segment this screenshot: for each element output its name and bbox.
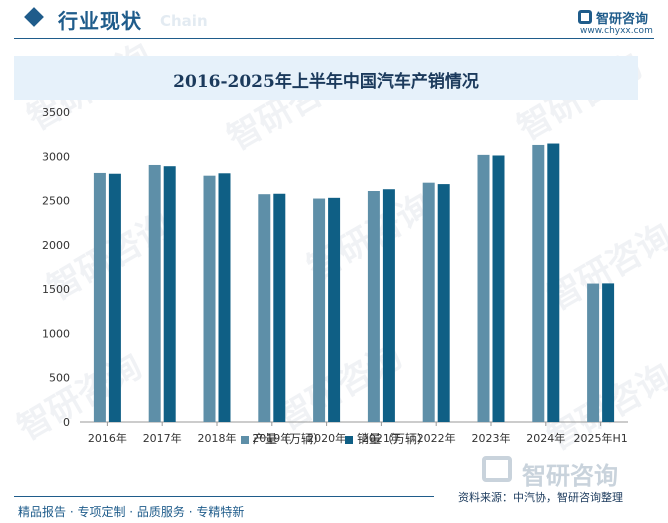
brand-logo: 智研咨询 www.chyxx.com [578,8,662,38]
y-tick-label: 3500 [42,106,70,119]
x-tick-label: 2019年 [252,431,291,445]
bar-production [367,191,380,422]
data-source: 资料来源：中汽协，智研咨询整理 [458,491,623,504]
chart-title: 2016-2025年上半年中国汽车产销情况 [173,72,479,92]
y-tick-label: 2000 [42,239,70,252]
y-tick-label: 1500 [42,283,70,296]
bar-sales [602,283,615,422]
bar-sales [218,173,231,422]
footer-brand: 智研咨询 [522,462,618,490]
y-tick-label: 2500 [42,195,70,208]
bar-production [203,175,216,422]
brand-logo-icon [578,10,592,24]
brand-url: www.chyxx.com [580,26,653,36]
bar-sales [547,143,560,422]
x-tick-label: 2024年 [526,431,565,445]
x-tick-label: 2020年 [307,431,346,445]
x-tick-label: 2017年 [143,431,182,445]
y-tick-label: 3000 [42,150,70,163]
section-title-en: Chain [160,12,208,30]
x-tick-label: 2025年H1 [573,431,627,445]
footer-rule [14,496,434,497]
legend-item: 销量（万辆） [345,430,429,447]
bar-production [93,172,106,422]
legend-label: 销量（万辆） [357,432,430,446]
y-tick-label: 500 [49,372,70,385]
footer-logo-icon [482,456,512,482]
bar-sales [437,184,450,422]
bar-production [313,198,326,422]
legend-label: 产量（万辆） [253,432,326,446]
legend-swatch [241,435,249,444]
brand-name: 智研咨询 [596,12,649,27]
legend-item: 产量（万辆） [241,430,325,447]
chart-title-bar: 2016-2025年上半年中国汽车产销情况 [14,56,638,100]
legend-swatch [345,435,353,444]
x-tick-label: 2016年 [88,431,127,445]
chart-legend: 产量（万辆） 销量（万辆） [0,430,668,446]
bar-sales [163,166,176,422]
bar-sales [382,189,395,422]
bar-sales [108,173,121,422]
bar-production [148,164,161,423]
x-tick-label: 2023年 [472,431,511,445]
x-tick-label: 2021年 [362,431,401,445]
x-tick-label: 2018年 [198,431,237,445]
bar-sales [492,155,505,422]
header-rule [14,38,654,39]
bar-sales [328,197,341,422]
bar-production [477,154,490,422]
bar-production [532,144,545,422]
bar-production [258,194,271,422]
bar-production [422,182,435,422]
section-title: 行业现状 [58,9,142,33]
bar-production [587,283,600,422]
bar-sales [273,193,286,422]
y-tick-label: 1000 [42,327,70,340]
header: 行业现状 Chain 智研咨询 www.chyxx.com [0,0,668,40]
y-tick-label: 0 [63,416,70,429]
footer-services: 精品报告 · 专项定制 · 品质服务 · 专精特新 [18,505,245,519]
x-tick-label: 2022年 [417,431,456,445]
